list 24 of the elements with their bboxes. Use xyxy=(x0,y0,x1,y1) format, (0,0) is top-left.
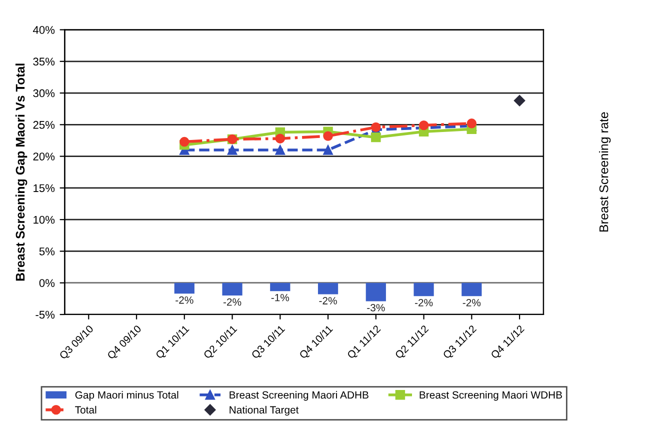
data-label: -1% xyxy=(271,294,290,302)
y-tick-label: 10% xyxy=(34,216,55,224)
data-label: -2% xyxy=(462,298,481,306)
y-tick-label: 25% xyxy=(33,120,55,129)
legend-label: Breast Screening Maori WDHB xyxy=(420,390,562,401)
y-tick-label: 40% xyxy=(32,26,55,34)
data-label: -2% xyxy=(319,297,337,304)
data-label: -2% xyxy=(223,298,242,306)
y-tick-label: 0% xyxy=(39,279,55,287)
data-label: -3% xyxy=(367,304,385,312)
y-axis-title: Breast Screening Gap Maori Vs Total xyxy=(15,64,28,281)
legend-label: Total xyxy=(75,406,96,414)
legend-label: National Target xyxy=(230,406,299,416)
data-label: -2% xyxy=(414,298,433,306)
y-tick-label: 30% xyxy=(33,89,55,98)
y-tick-label: 20% xyxy=(33,152,55,160)
y-tick-label: 15% xyxy=(34,184,55,192)
y2-axis-title: Breast Screening rate xyxy=(599,112,611,232)
legend-label: Gap Maori minus Total xyxy=(75,390,178,401)
legend-label: Breast Screening Maori ADHB xyxy=(230,390,368,401)
y-tick-label: 5% xyxy=(39,248,55,256)
data-label: -2% xyxy=(176,296,194,304)
y-tick-label: 35% xyxy=(33,58,55,66)
y-tick-label: -5% xyxy=(36,310,55,319)
